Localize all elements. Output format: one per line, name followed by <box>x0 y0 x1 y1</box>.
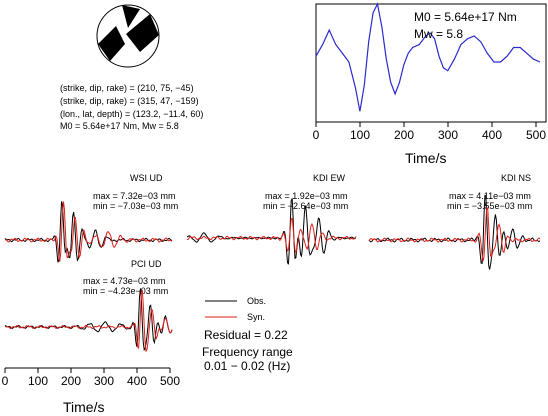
bottom-tick-label: 400 <box>127 374 147 388</box>
kdi-ns-syn-trace <box>368 206 541 262</box>
wsi-ud-max: max = 7.32e−03 mm <box>93 191 176 201</box>
stf-tick-label: 0 <box>313 128 320 142</box>
station-label-kdi-ew: KDI EW <box>313 173 346 183</box>
pci-ud-max: max = 4.73e−03 mm <box>83 276 166 286</box>
station-label-kdi-ns: KDI NS <box>501 173 531 183</box>
kdi-ns-min: min = −3.55e−03 mm <box>447 201 532 211</box>
pci-ud-obs-trace <box>4 288 173 352</box>
nodal-plane-2: (strike, dip, rake) = (315, 47, −159) <box>60 96 199 106</box>
pci-ud-syn-trace <box>4 289 173 353</box>
bottom-tick-label: 300 <box>94 374 114 388</box>
pci-ud-min: min = −4.23e−03 mm <box>83 286 168 296</box>
station-label-wsi-ud: WSI UD <box>130 173 163 183</box>
station-kdi-ns: KDI NS max = 4.11e−03 mm min = −3.55e−03… <box>368 173 541 270</box>
bottom-x-axis-label: Time/s <box>63 399 104 415</box>
station-label-pci-ud: PCI UD <box>131 259 162 269</box>
stf-tick-label: 300 <box>438 128 458 142</box>
bottom-tick-label: 500 <box>160 374 180 388</box>
stf-x-axis: 0 100 200 300 400 500 <box>313 121 546 142</box>
kdi-ew-max: max = 1.92e−03 mm <box>265 191 348 201</box>
kdi-ns-max: max = 4.11e−03 mm <box>449 191 531 201</box>
bottom-tick-label: 100 <box>28 374 48 388</box>
stf-panel: M0 = 5.64e+17 Nm Mw = 5.8 0 100 200 300 400 5… <box>313 2 547 166</box>
nodal-plane-1: (strike, dip, rake) = (210, 75, −45) <box>60 83 194 93</box>
stf-magnitude-label: Mw = 5.8 <box>414 27 463 41</box>
focal-mechanism-beachball <box>96 4 160 68</box>
bottom-x-axis: 0 100 200 300 400 500 <box>2 367 180 388</box>
stf-x-axis-label: Time/s <box>405 150 446 166</box>
source-moment: M0 = 5.64e+17 Nm, Mw = 5.8 <box>60 121 179 131</box>
stf-series-line <box>315 2 541 112</box>
station-pci-ud: PCI UD max = 4.73e−03 mm min = −4.23e−03… <box>4 259 173 353</box>
residual-label: Residual = 0.22 <box>204 328 288 342</box>
legend: Obs. Syn. <box>205 296 266 322</box>
frequency-range-value: 0.01 − 0.02 (Hz) <box>204 359 290 373</box>
wsi-ud-min: min = −7.03e−03 mm <box>93 201 178 211</box>
legend-obs-label: Obs. <box>247 296 266 306</box>
station-wsi-ud: WSI UD max = 7.32e−03 mm min = −7.03e−03… <box>4 173 178 263</box>
stf-tick-label: 200 <box>394 128 414 142</box>
bottom-tick-label: 0 <box>2 374 9 388</box>
legend-syn-label: Syn. <box>247 312 265 322</box>
stf-tick-label: 400 <box>482 128 502 142</box>
stf-tick-label: 500 <box>526 128 546 142</box>
source-location: (lon., lat, depth) = (123.2, −11.4, 60) <box>60 109 203 119</box>
bottom-tick-label: 200 <box>61 374 81 388</box>
kdi-ew-syn-trace <box>187 217 357 255</box>
station-kdi-ew: KDI EW max = 1.92e−03 mm min = −2.64e−03… <box>186 173 357 265</box>
stf-moment-label: M0 = 5.64e+17 Nm <box>414 10 517 24</box>
stf-tick-label: 100 <box>350 128 370 142</box>
wsi-ud-syn-trace <box>4 201 173 262</box>
frequency-range-label: Frequency range <box>202 345 293 359</box>
